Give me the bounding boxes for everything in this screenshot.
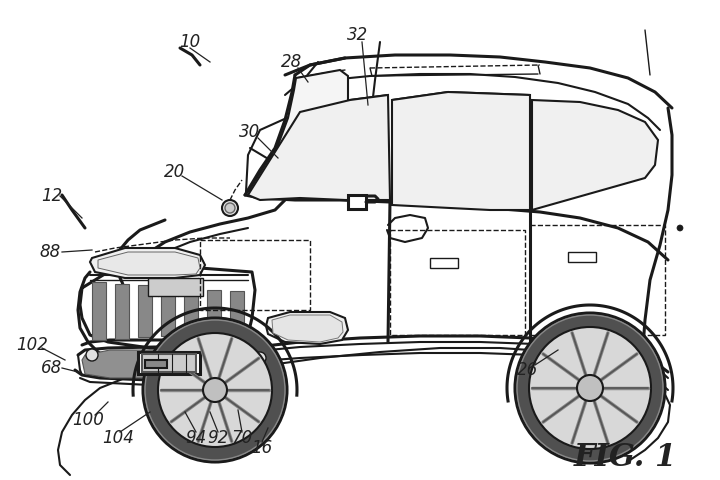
Bar	[207, 289, 221, 333]
Text: 10: 10	[179, 33, 201, 51]
Bar	[348, 195, 366, 209]
Polygon shape	[248, 95, 390, 200]
Bar	[161, 287, 175, 336]
Circle shape	[145, 320, 285, 460]
Bar	[430, 258, 458, 268]
Bar	[200, 240, 310, 310]
Bar	[145, 360, 167, 368]
Text: 30: 30	[239, 123, 261, 141]
Polygon shape	[98, 252, 200, 275]
Bar	[92, 282, 106, 340]
Bar	[390, 230, 525, 335]
Bar	[115, 284, 129, 338]
Text: 70: 70	[231, 429, 253, 447]
Bar	[184, 288, 198, 334]
Bar	[230, 291, 244, 331]
Circle shape	[515, 313, 665, 463]
Circle shape	[254, 352, 266, 364]
Text: 92: 92	[207, 429, 229, 447]
Polygon shape	[82, 350, 260, 378]
Polygon shape	[248, 70, 348, 192]
Circle shape	[225, 203, 235, 213]
Circle shape	[203, 378, 227, 402]
Text: 28: 28	[282, 53, 302, 71]
Circle shape	[222, 200, 238, 216]
Polygon shape	[392, 92, 530, 210]
Text: 94: 94	[185, 429, 207, 447]
Text: 12: 12	[41, 187, 63, 205]
Text: 26: 26	[518, 361, 539, 379]
Text: FIG. 1: FIG. 1	[573, 443, 677, 473]
Circle shape	[529, 327, 651, 449]
Text: 100: 100	[72, 411, 104, 429]
Circle shape	[577, 375, 603, 401]
Bar	[568, 252, 596, 262]
Bar	[138, 352, 200, 374]
Text: 104: 104	[102, 429, 134, 447]
Circle shape	[86, 349, 98, 361]
Text: 16: 16	[251, 439, 273, 457]
Bar	[142, 354, 196, 372]
Text: 68: 68	[41, 359, 63, 377]
Circle shape	[143, 318, 287, 462]
Polygon shape	[532, 100, 658, 210]
Text: 102: 102	[16, 336, 48, 354]
Polygon shape	[90, 248, 205, 278]
Bar	[530, 225, 665, 335]
Polygon shape	[272, 315, 343, 342]
Circle shape	[517, 315, 663, 461]
Text: 88: 88	[40, 243, 60, 261]
Text: 32: 32	[347, 26, 369, 44]
Polygon shape	[266, 312, 348, 344]
Bar	[138, 285, 152, 337]
Bar	[148, 278, 203, 296]
Text: 20: 20	[164, 163, 186, 181]
Circle shape	[158, 333, 272, 447]
Circle shape	[677, 225, 683, 231]
